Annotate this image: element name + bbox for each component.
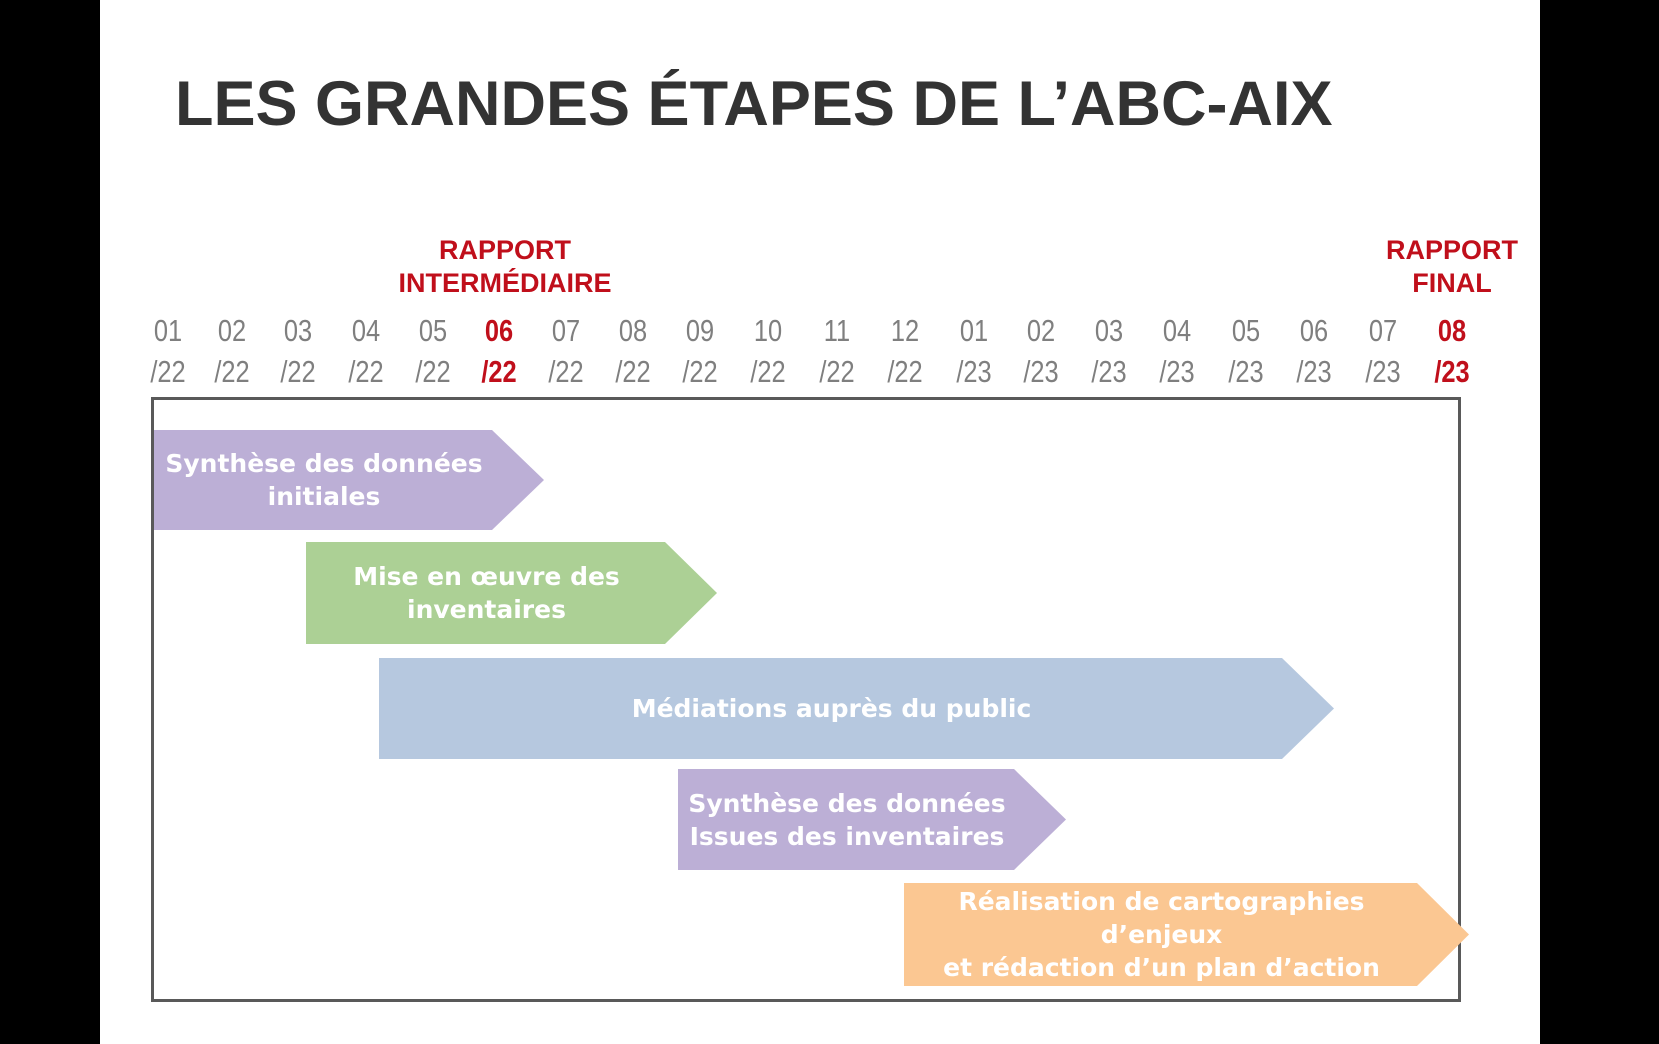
month-label: 11/22 bbox=[819, 310, 854, 392]
month-label: 03/22 bbox=[280, 310, 315, 392]
month-number: 06 bbox=[484, 313, 514, 348]
milestone-label-line1: RAPPORT bbox=[438, 235, 572, 265]
month-year: /22 bbox=[819, 354, 855, 389]
month-year: /22 bbox=[214, 354, 250, 389]
month-year: /22 bbox=[887, 354, 923, 389]
month-number: 07 bbox=[551, 313, 581, 348]
month-year: /22 bbox=[150, 354, 186, 389]
month-year: /23 bbox=[1023, 354, 1059, 389]
month-year: /22 bbox=[682, 354, 718, 389]
month-year: /22 bbox=[750, 354, 786, 389]
month-year: /23 bbox=[1365, 354, 1401, 389]
slide-title: LES GRANDES ÉTAPES DE L’ABC-AIX bbox=[175, 69, 1333, 139]
month-number: 03 bbox=[1094, 313, 1124, 348]
month-number: 10 bbox=[753, 313, 783, 348]
month-label: 04/23 bbox=[1159, 310, 1194, 392]
month-label: 05/23 bbox=[1228, 310, 1263, 392]
phase-label: Synthèse des données initiales bbox=[165, 447, 482, 513]
month-year: /22 bbox=[615, 354, 651, 389]
month-year: /23 bbox=[1296, 354, 1332, 389]
month-year: /23 bbox=[1434, 354, 1470, 389]
month-number: 01 bbox=[153, 313, 183, 348]
phase-label-line2: initiales bbox=[267, 482, 381, 511]
month-year: /23 bbox=[1159, 354, 1195, 389]
month-label: 03/23 bbox=[1091, 310, 1126, 392]
month-year: /23 bbox=[956, 354, 992, 389]
month-number: 07 bbox=[1368, 313, 1398, 348]
month-year: /22 bbox=[415, 354, 451, 389]
month-year: /23 bbox=[1091, 354, 1127, 389]
month-number: 05 bbox=[1231, 313, 1261, 348]
month-label: 08/22 bbox=[615, 310, 650, 392]
phase-label-line1: Réalisation de cartographies d’enjeux bbox=[958, 887, 1365, 949]
month-number: 02 bbox=[1026, 313, 1056, 348]
month-label: 05/22 bbox=[415, 310, 450, 392]
month-number: 04 bbox=[351, 313, 381, 348]
milestone-label-line2: INTERMÉDIAIRE bbox=[398, 268, 612, 298]
month-label: 06/22 bbox=[481, 310, 516, 392]
month-label: 02/23 bbox=[1023, 310, 1058, 392]
month-label: 06/23 bbox=[1296, 310, 1331, 392]
slide: LES GRANDES ÉTAPES DE L’ABC-AIX RAPPORT … bbox=[100, 0, 1540, 1044]
month-number: 08 bbox=[1437, 313, 1467, 348]
milestone-interim-report: RAPPORT INTERMÉDIAIRE bbox=[398, 234, 611, 300]
month-label: 09/22 bbox=[682, 310, 717, 392]
phase-label-line2: et rédaction d’un plan d’action bbox=[943, 953, 1380, 982]
month-label: 08/23 bbox=[1434, 310, 1469, 392]
milestone-final-report: RAPPORT FINAL bbox=[1386, 234, 1518, 300]
phase-label-line1: Synthèse des données bbox=[688, 788, 1006, 818]
phases-frame bbox=[151, 397, 1461, 1002]
month-number: 08 bbox=[618, 313, 648, 348]
month-number: 01 bbox=[959, 313, 989, 348]
month-year: /22 bbox=[280, 354, 316, 389]
month-label: 07/22 bbox=[548, 310, 583, 392]
milestone-label-line1: RAPPORT bbox=[1385, 235, 1519, 265]
month-number: 05 bbox=[418, 313, 448, 348]
month-number: 02 bbox=[217, 313, 247, 348]
milestone-label-line2: FINAL bbox=[1412, 268, 1492, 298]
month-number: 09 bbox=[685, 313, 715, 348]
phase-arrow: Réalisation de cartographies d’enjeux et … bbox=[904, 883, 1469, 986]
month-year: /22 bbox=[548, 354, 584, 389]
phase-label: Réalisation de cartographies d’enjeux et … bbox=[904, 885, 1419, 984]
phase-label-line1: Médiations auprès du public bbox=[631, 694, 1032, 723]
month-number: 12 bbox=[890, 313, 920, 348]
month-number: 03 bbox=[283, 313, 313, 348]
month-number: 06 bbox=[1299, 313, 1329, 348]
month-label: 04/22 bbox=[348, 310, 383, 392]
month-year: /22 bbox=[348, 354, 384, 389]
phase-arrow: Synthèse des données Issues des inventair… bbox=[678, 769, 1066, 870]
month-label: 01/23 bbox=[956, 310, 991, 392]
month-number: 04 bbox=[1162, 313, 1192, 348]
phase-label-line1: Synthèse des données bbox=[165, 449, 483, 478]
month-number: 11 bbox=[823, 313, 851, 348]
month-year: /22 bbox=[481, 354, 517, 389]
phase-label: Mise en œuvre des inventaires bbox=[353, 560, 620, 626]
phase-label-line1: Mise en œuvre des bbox=[353, 562, 620, 591]
month-year: /23 bbox=[1228, 354, 1264, 389]
phase-arrow: Synthèse des données initiales bbox=[154, 430, 544, 530]
month-label: 07/23 bbox=[1365, 310, 1400, 392]
month-label: 12/22 bbox=[887, 310, 922, 392]
month-label: 01/22 bbox=[150, 310, 185, 392]
month-label: 02/22 bbox=[214, 310, 249, 392]
phase-label: Synthèse des données Issues des inventair… bbox=[688, 787, 1005, 853]
month-label: 10/22 bbox=[750, 310, 785, 392]
phase-label-line2: Issues des inventaires bbox=[689, 821, 1005, 851]
phase-label: Médiations auprès du public bbox=[632, 692, 1032, 725]
phase-arrow: Médiations auprès du public bbox=[379, 658, 1334, 759]
phase-label-line2: inventaires bbox=[407, 595, 566, 624]
phase-arrow: Mise en œuvre des inventaires bbox=[306, 542, 717, 644]
